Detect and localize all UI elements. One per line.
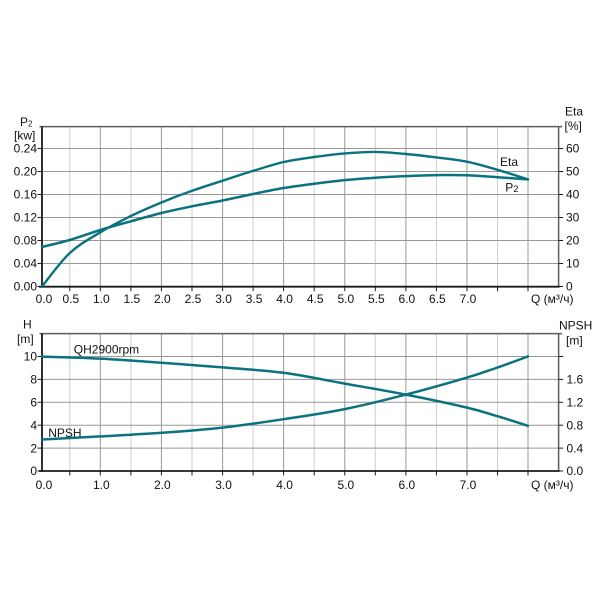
svg-text:0.0: 0.0 (36, 292, 53, 306)
svg-text:40: 40 (566, 188, 580, 202)
svg-text:5.0: 5.0 (337, 478, 354, 492)
svg-text:6.0: 6.0 (399, 292, 416, 306)
svg-text:0.00: 0.00 (14, 280, 38, 294)
svg-text:0.08: 0.08 (14, 234, 38, 248)
svg-text:1.0: 1.0 (93, 292, 110, 306)
svg-text:1.0: 1.0 (93, 478, 110, 492)
svg-text:6.0: 6.0 (399, 478, 416, 492)
svg-text:0.8: 0.8 (567, 418, 584, 432)
svg-text:3.0: 3.0 (215, 478, 232, 492)
svg-text:P2: P2 (20, 115, 33, 129)
svg-text:Q (м³/ч): Q (м³/ч) (531, 478, 574, 492)
svg-text:0.20: 0.20 (14, 165, 38, 179)
svg-text:7.0: 7.0 (460, 292, 477, 306)
svg-text:Q (м³/ч): Q (м³/ч) (531, 292, 574, 306)
svg-text:0.0: 0.0 (567, 464, 584, 478)
svg-text:[m]: [m] (17, 332, 34, 346)
svg-text:2.0: 2.0 (154, 478, 171, 492)
svg-text:1.2: 1.2 (567, 396, 584, 410)
svg-text:Eta: Eta (500, 155, 518, 169)
svg-text:[m]: [m] (566, 334, 583, 348)
svg-text:4.5: 4.5 (307, 292, 324, 306)
svg-text:Eta: Eta (565, 104, 583, 118)
svg-text:0.12: 0.12 (14, 211, 38, 225)
svg-text:2.0: 2.0 (154, 292, 171, 306)
svg-text:P2: P2 (505, 181, 518, 195)
svg-text:0.24: 0.24 (14, 142, 38, 156)
svg-text:QH2900rpm: QH2900rpm (74, 343, 139, 357)
svg-text:0.0: 0.0 (36, 478, 53, 492)
svg-text:30: 30 (566, 211, 580, 225)
svg-text:3.5: 3.5 (246, 292, 263, 306)
svg-text:4.0: 4.0 (276, 478, 293, 492)
svg-text:0.5: 0.5 (62, 292, 79, 306)
svg-text:5.0: 5.0 (337, 292, 354, 306)
svg-text:7.0: 7.0 (460, 478, 477, 492)
svg-text:0: 0 (30, 464, 37, 478)
svg-text:60: 60 (566, 142, 580, 156)
svg-text:4.0: 4.0 (276, 292, 293, 306)
svg-text:10: 10 (24, 350, 38, 364)
svg-text:NPSH: NPSH (48, 426, 81, 440)
svg-text:[kw]: [kw] (14, 128, 35, 142)
svg-text:3.0: 3.0 (215, 292, 232, 306)
svg-text:1.5: 1.5 (124, 292, 141, 306)
svg-text:50: 50 (566, 165, 580, 179)
svg-text:20: 20 (566, 234, 580, 248)
svg-text:8: 8 (30, 373, 37, 387)
svg-text:2.5: 2.5 (185, 292, 202, 306)
svg-text:[%]: [%] (565, 119, 582, 133)
svg-text:NPSH: NPSH (559, 319, 592, 333)
svg-text:4: 4 (30, 418, 37, 432)
svg-text:6.5: 6.5 (429, 292, 446, 306)
svg-text:0.04: 0.04 (14, 257, 38, 271)
svg-text:0.4: 0.4 (567, 441, 584, 455)
svg-text:0.16: 0.16 (14, 188, 38, 202)
svg-text:10: 10 (566, 257, 580, 271)
svg-text:5.5: 5.5 (368, 292, 385, 306)
svg-text:1.6: 1.6 (567, 373, 584, 387)
svg-text:0: 0 (566, 280, 573, 294)
svg-text:H: H (23, 317, 32, 331)
svg-text:2: 2 (30, 441, 37, 455)
svg-text:6: 6 (30, 396, 37, 410)
